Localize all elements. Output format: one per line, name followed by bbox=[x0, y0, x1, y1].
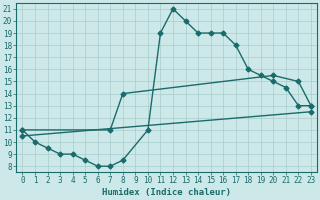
X-axis label: Humidex (Indice chaleur): Humidex (Indice chaleur) bbox=[102, 188, 231, 197]
